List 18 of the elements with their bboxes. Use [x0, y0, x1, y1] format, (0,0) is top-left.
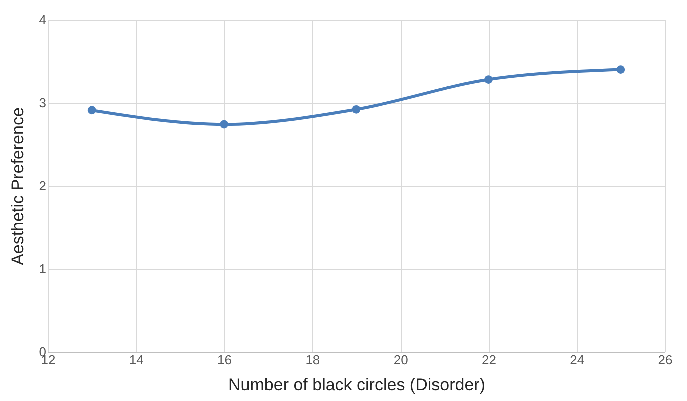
- point: [616, 66, 626, 74]
- y-tick-label: 3: [39, 96, 46, 110]
- x-tick-label: 18: [306, 352, 320, 368]
- x-tick-label: 26: [658, 352, 673, 368]
- x-tick-label: 22: [482, 352, 496, 368]
- y-tick-label: 1: [39, 262, 46, 276]
- x-tick-label: 14: [129, 352, 144, 368]
- point: [352, 105, 361, 114]
- point: [484, 76, 493, 84]
- y-axis-title: Aesthetic Preference: [8, 108, 28, 266]
- y-tick-label: 4: [39, 12, 46, 28]
- x-tick-label: 20: [394, 352, 408, 368]
- point: [220, 120, 228, 129]
- y-tick-label: 2: [39, 178, 46, 194]
- point: [88, 106, 96, 115]
- x-axis-title: Number of black circles (Disorder): [228, 376, 486, 394]
- x-tick-label: 24: [570, 352, 585, 368]
- x-tick-label: 16: [218, 352, 232, 368]
